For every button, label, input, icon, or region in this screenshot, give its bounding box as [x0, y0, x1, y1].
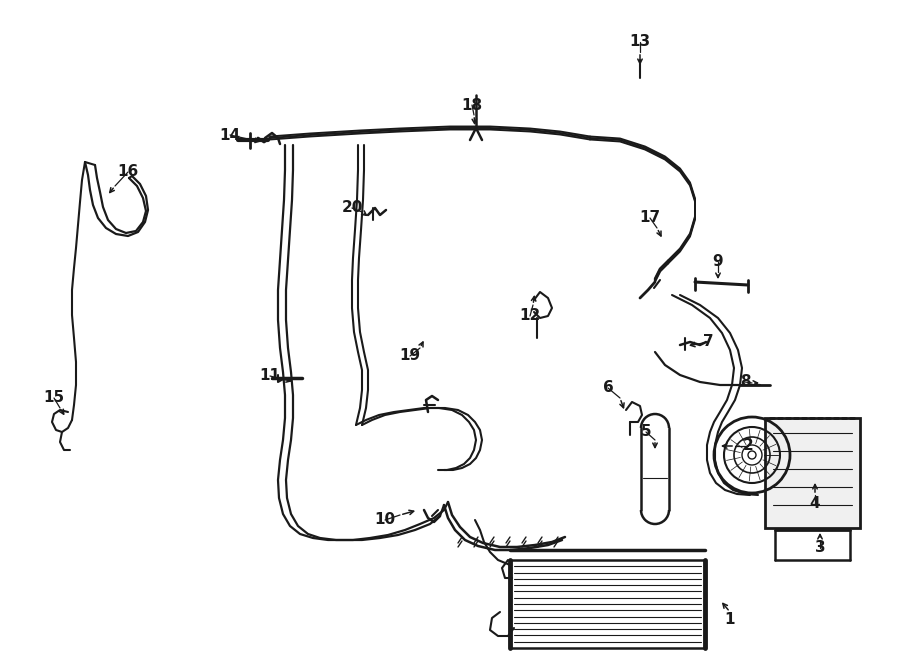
Text: 1: 1	[724, 613, 735, 627]
Text: 20: 20	[341, 200, 363, 215]
Text: 10: 10	[374, 512, 396, 527]
Text: 7: 7	[703, 334, 714, 350]
Text: 4: 4	[810, 496, 820, 510]
Text: 18: 18	[462, 98, 482, 112]
Text: 11: 11	[259, 368, 281, 383]
Text: 13: 13	[629, 34, 651, 50]
Text: 14: 14	[220, 128, 240, 143]
Text: 8: 8	[740, 375, 751, 389]
Text: 2: 2	[742, 438, 753, 453]
Bar	[510, 560, 705, 648]
Bar	[765, 418, 860, 528]
Text: 3: 3	[814, 541, 825, 555]
Text: 5: 5	[641, 424, 652, 440]
Text: 12: 12	[519, 309, 541, 323]
Text: 19: 19	[400, 348, 420, 364]
Text: 17: 17	[639, 210, 661, 225]
Text: 15: 15	[43, 391, 65, 405]
Text: 9: 9	[713, 254, 724, 270]
Text: 16: 16	[117, 165, 139, 180]
Text: 6: 6	[603, 381, 614, 395]
